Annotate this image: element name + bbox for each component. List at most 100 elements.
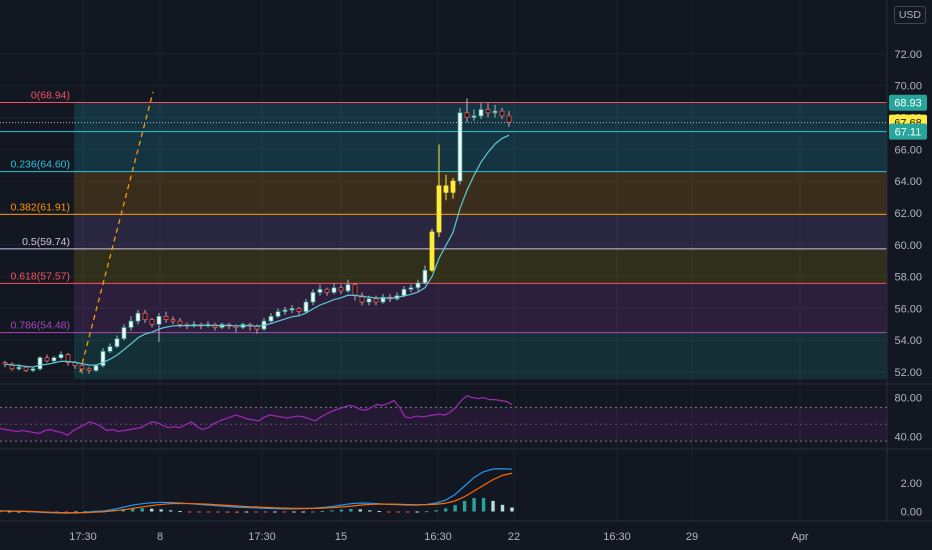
price-axis-tick: 72.00 xyxy=(894,49,922,61)
fib-zone xyxy=(74,171,887,215)
candle xyxy=(303,298,309,314)
fib-zone xyxy=(74,248,887,284)
candle xyxy=(58,351,64,360)
candle-body xyxy=(436,185,442,233)
fib-zone xyxy=(74,131,887,172)
price-axis-tick: 70.00 xyxy=(894,81,922,93)
candle-body xyxy=(380,296,386,303)
macd-histogram-bar xyxy=(349,509,353,512)
candle-body xyxy=(79,365,85,370)
time-axis-tick: 29 xyxy=(686,531,698,543)
macd-histogram-bar xyxy=(244,511,249,513)
candle-body xyxy=(429,231,435,271)
time-axis-tick: 15 xyxy=(335,531,347,543)
candle xyxy=(86,367,92,374)
candle xyxy=(422,265,428,285)
macd-histogram-bar xyxy=(320,510,325,512)
macd-histogram-bar xyxy=(424,511,429,513)
macd-histogram-bar xyxy=(472,498,476,512)
candle-body xyxy=(408,287,414,290)
macd-histogram-bar xyxy=(83,511,88,513)
macd-axis-tick: 0.00 xyxy=(901,507,922,519)
candle xyxy=(44,354,50,363)
macd-histogram-bar xyxy=(197,511,201,513)
candle-body xyxy=(352,284,358,297)
candle-body xyxy=(296,308,302,312)
price-label: 68.93 xyxy=(894,98,922,110)
candle-body xyxy=(163,315,169,320)
rsi-band xyxy=(0,407,887,442)
candle xyxy=(506,111,512,128)
macd-histogram-bar xyxy=(358,509,362,512)
macd-histogram-bar xyxy=(415,511,419,513)
macd-histogram-bar xyxy=(7,511,12,513)
candle xyxy=(142,310,148,323)
candle-body xyxy=(422,269,428,284)
price-axis-tick: 58.00 xyxy=(894,272,922,284)
candle xyxy=(443,174,449,201)
currency-button[interactable]: USD xyxy=(893,6,926,24)
candle xyxy=(149,317,155,328)
candle xyxy=(471,109,477,121)
candle xyxy=(275,308,281,318)
macd-histogram-bar xyxy=(168,510,173,512)
candle-body xyxy=(317,288,323,293)
candle-body xyxy=(114,338,120,347)
candle-body xyxy=(401,288,407,297)
candle-body xyxy=(443,185,449,193)
fib-level-label: 0(68.94) xyxy=(31,90,70,102)
macd-histogram-bar xyxy=(339,509,344,512)
candle-body xyxy=(65,354,71,363)
macd-histogram-bar xyxy=(216,511,220,513)
candle xyxy=(30,367,36,373)
candle-body xyxy=(170,319,176,322)
candle-body xyxy=(415,282,421,289)
candle xyxy=(170,316,176,325)
candle xyxy=(359,292,365,306)
candle xyxy=(282,306,288,315)
macd-histogram-bar xyxy=(491,500,495,512)
macd-histogram-bar xyxy=(368,510,372,512)
candle-body xyxy=(135,312,141,322)
fib-zone xyxy=(74,332,887,380)
candle xyxy=(79,364,85,374)
candle-body xyxy=(86,368,92,371)
candle xyxy=(331,282,337,295)
candle-body xyxy=(450,180,456,193)
price-axis-tick: 62.00 xyxy=(894,208,922,220)
candle-body xyxy=(9,363,15,370)
candle-body xyxy=(51,357,57,362)
macd-histogram-bar xyxy=(387,511,391,513)
macd-histogram-bar xyxy=(377,511,381,513)
candle xyxy=(51,356,57,363)
time-axis-tick: 17:30 xyxy=(69,531,97,543)
candle-body xyxy=(142,312,148,320)
macd-histogram-bar xyxy=(263,511,268,513)
candle-body xyxy=(275,311,281,317)
candle xyxy=(114,335,120,349)
macd-histogram-bar xyxy=(17,511,21,513)
time-axis-tick: 16:30 xyxy=(603,531,631,543)
fib-level-label: 0.786(54.48) xyxy=(10,320,70,332)
candle xyxy=(485,103,491,118)
candle-body xyxy=(121,327,127,340)
fib-level-label: 0.382(61.91) xyxy=(10,201,70,213)
time-axis-tick: Apr xyxy=(791,531,808,543)
candle-body xyxy=(30,368,36,371)
time-axis-tick: 8 xyxy=(157,531,163,543)
price-axis-tick: 64.00 xyxy=(894,176,922,188)
candle xyxy=(492,104,498,118)
candle-body xyxy=(499,110,505,117)
candle-body xyxy=(100,350,106,367)
candle xyxy=(268,313,274,323)
price-axis-tick: 60.00 xyxy=(894,240,922,252)
candle-body xyxy=(58,354,64,359)
candle-body xyxy=(324,288,330,293)
candle-body xyxy=(310,292,316,303)
macd-histogram-bar xyxy=(462,500,467,512)
candle xyxy=(478,103,484,120)
rsi-axis-tick: 40.00 xyxy=(894,431,922,443)
macd-histogram-bar xyxy=(510,507,514,512)
macd-histogram-bar xyxy=(301,511,306,513)
